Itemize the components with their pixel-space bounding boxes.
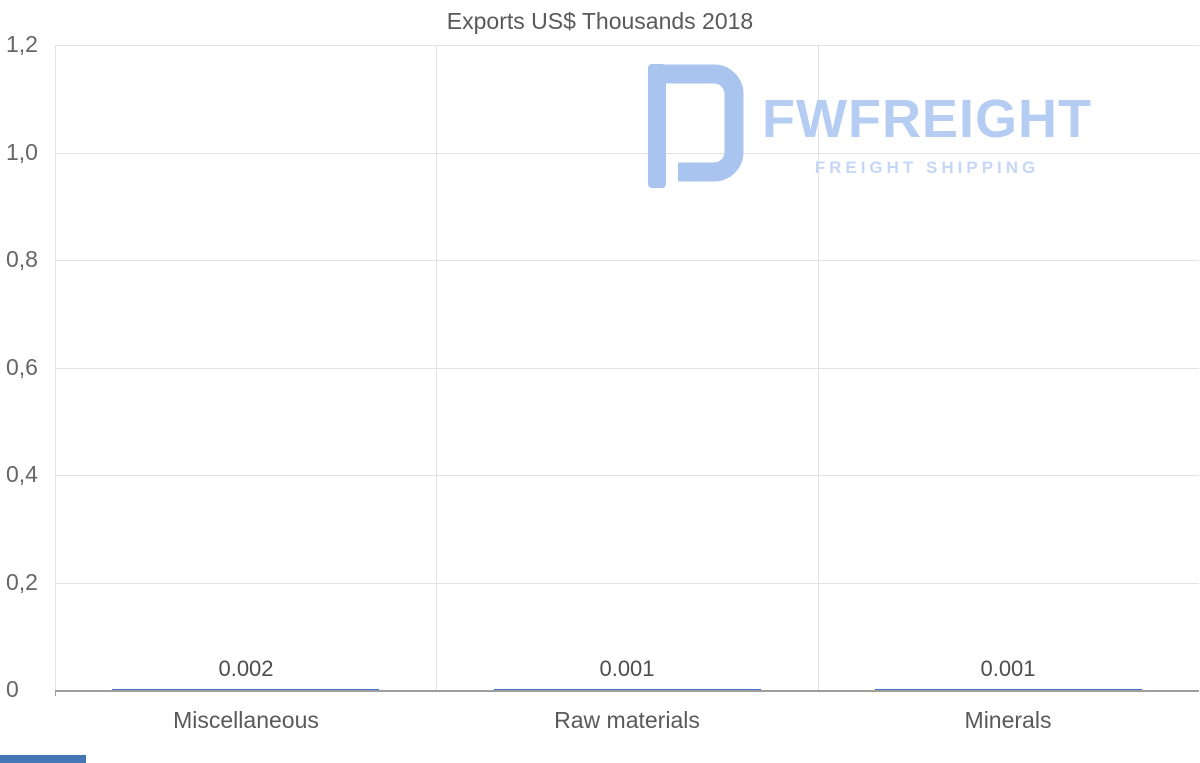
y-gridline bbox=[55, 583, 1199, 584]
fwfreight-logo-icon bbox=[648, 64, 748, 193]
watermark: FWFREIGHT FREIGHT SHIPPING bbox=[648, 64, 1092, 193]
y-axis-tick-label: 0,6 bbox=[6, 354, 38, 380]
watermark-brand: FWFREIGHT bbox=[762, 89, 1092, 149]
y-axis-tick-label: 0,2 bbox=[6, 569, 38, 595]
chart-title: Exports US$ Thousands 2018 bbox=[446, 8, 754, 34]
bar bbox=[112, 689, 379, 690]
y-axis-line bbox=[55, 45, 56, 690]
y-gridline bbox=[55, 153, 1199, 154]
x-axis-category-label: Minerals bbox=[964, 707, 1052, 733]
x-axis-line bbox=[55, 690, 1199, 692]
bar bbox=[875, 689, 1142, 690]
y-gridline bbox=[55, 368, 1199, 369]
watermark-text-block: FWFREIGHT FREIGHT SHIPPING bbox=[762, 64, 1092, 178]
y-axis-tick-label: 1,2 bbox=[6, 31, 38, 57]
bar-value-label: 0.002 bbox=[218, 656, 274, 681]
y-axis-tick-label: 0,4 bbox=[6, 461, 38, 487]
y-axis-tick-label: 1,0 bbox=[6, 139, 38, 165]
bar bbox=[494, 689, 761, 690]
y-axis-tick-label: 0 bbox=[6, 676, 19, 702]
watermark-tagline: FREIGHT SHIPPING bbox=[814, 158, 1040, 177]
category-gridline bbox=[436, 45, 437, 690]
x-axis-category-label: Miscellaneous bbox=[173, 707, 319, 733]
y-gridline bbox=[55, 45, 1199, 46]
x-axis-category-label: Raw materials bbox=[554, 707, 700, 733]
y-gridline bbox=[55, 260, 1199, 261]
y-gridline bbox=[55, 475, 1199, 476]
bottom-left-blue-strip bbox=[0, 755, 86, 763]
x-axis-origin-tick bbox=[55, 690, 56, 696]
bar-value-label: 0.001 bbox=[599, 656, 655, 681]
category-gridline bbox=[818, 45, 819, 690]
y-axis-tick-label: 0,8 bbox=[6, 246, 38, 272]
bar-value-label: 0.001 bbox=[980, 656, 1036, 681]
